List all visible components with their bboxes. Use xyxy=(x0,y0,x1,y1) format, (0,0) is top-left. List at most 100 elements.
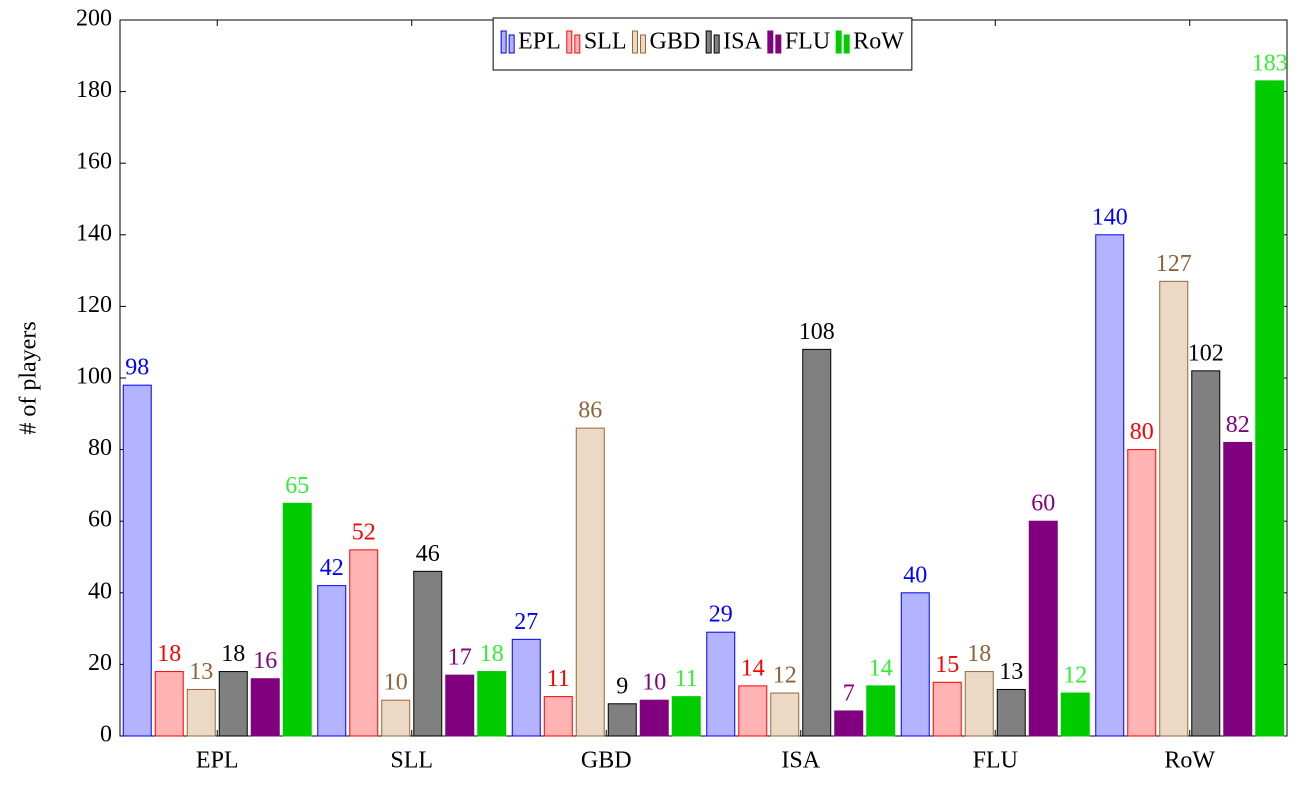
bar xyxy=(1127,449,1157,737)
legend-label: RoW xyxy=(853,29,904,55)
data-label: 29 xyxy=(709,602,733,628)
legend-swatch xyxy=(631,30,638,54)
bar xyxy=(802,348,832,737)
data-label: 46 xyxy=(416,541,440,567)
y-tick-label: 180 xyxy=(76,77,112,103)
legend-swatch xyxy=(835,30,842,54)
bar xyxy=(1028,520,1058,737)
bar xyxy=(575,427,605,737)
legend-swatch xyxy=(843,34,850,54)
data-label: 102 xyxy=(1188,340,1224,366)
data-label: 140 xyxy=(1092,204,1128,230)
legend-label: FLU xyxy=(785,29,830,55)
data-label: 13 xyxy=(189,659,213,685)
y-tick-label: 20 xyxy=(88,650,112,676)
bar xyxy=(866,685,896,737)
bar xyxy=(282,502,312,737)
bar xyxy=(186,688,216,737)
data-label: 18 xyxy=(480,641,504,667)
data-label: 40 xyxy=(903,562,927,588)
legend-label: ISA xyxy=(723,29,762,55)
y-tick-label: 60 xyxy=(88,507,112,533)
bar xyxy=(1191,370,1221,737)
data-label: 98 xyxy=(125,355,149,381)
y-tick-label: 80 xyxy=(88,435,112,461)
x-tick-label: EPL xyxy=(196,748,239,774)
bar xyxy=(1159,280,1189,737)
data-label: 18 xyxy=(221,641,245,667)
x-tick-label: RoW xyxy=(1164,748,1215,774)
bar xyxy=(511,638,541,737)
y-tick-label: 100 xyxy=(76,364,112,390)
legend-swatch xyxy=(574,34,581,54)
legend-swatch xyxy=(508,34,515,54)
bar xyxy=(349,549,379,737)
x-tick-label: SLL xyxy=(390,748,433,774)
data-label: 13 xyxy=(999,659,1023,685)
bar xyxy=(218,671,248,737)
data-label: 11 xyxy=(675,666,698,692)
data-label: 16 xyxy=(253,648,277,674)
data-label: 10 xyxy=(384,670,408,696)
bar xyxy=(154,671,184,737)
y-tick-label: 140 xyxy=(76,220,112,246)
data-label: 15 xyxy=(935,652,959,678)
data-label: 183 xyxy=(1252,50,1288,76)
data-label: 80 xyxy=(1130,419,1154,445)
data-label: 86 xyxy=(578,398,602,424)
legend: EPL SLL GBD ISA FLU RoW xyxy=(492,17,913,71)
bar xyxy=(1095,234,1125,737)
bar xyxy=(738,685,768,737)
bar xyxy=(1255,80,1285,737)
bar xyxy=(543,696,573,737)
bar xyxy=(706,631,736,737)
legend-swatch xyxy=(713,34,720,54)
bar xyxy=(477,671,507,737)
data-label: 12 xyxy=(1063,663,1087,689)
data-label: 60 xyxy=(1031,491,1055,517)
bar xyxy=(250,678,280,737)
data-label: 10 xyxy=(642,670,666,696)
bar xyxy=(996,688,1026,737)
data-label: 42 xyxy=(320,555,344,581)
data-label: 12 xyxy=(773,663,797,689)
bar xyxy=(607,703,637,737)
legend-label: EPL xyxy=(518,29,561,55)
bar xyxy=(1223,441,1253,737)
y-tick-label: 120 xyxy=(76,292,112,318)
legend-box xyxy=(492,17,913,71)
data-label: 82 xyxy=(1226,412,1250,438)
bar xyxy=(932,681,962,737)
legend-label: SLL xyxy=(584,29,627,55)
x-tick-label: ISA xyxy=(781,748,820,774)
y-tick-label: 160 xyxy=(76,149,112,175)
bar xyxy=(770,692,800,737)
bar xyxy=(639,699,669,737)
data-label: 7 xyxy=(843,680,855,706)
data-label: 108 xyxy=(799,319,835,345)
y-tick-label: 40 xyxy=(88,578,112,604)
bar xyxy=(317,585,347,737)
bar xyxy=(413,570,443,737)
x-tick-label: FLU xyxy=(973,748,1018,774)
bar xyxy=(834,710,864,737)
data-label: 18 xyxy=(157,641,181,667)
legend-swatch xyxy=(705,30,712,54)
y-axis-label: # of players xyxy=(16,321,42,434)
bar xyxy=(900,592,930,737)
bar xyxy=(445,674,475,737)
bar xyxy=(1060,692,1090,737)
bar xyxy=(964,671,994,737)
data-label: 14 xyxy=(741,655,765,681)
legend-swatch xyxy=(566,30,573,54)
data-label: 27 xyxy=(514,609,538,635)
legend-label: GBD xyxy=(649,29,700,55)
bar xyxy=(381,699,411,737)
data-label: 17 xyxy=(448,645,472,671)
data-label: 127 xyxy=(1156,251,1192,277)
data-label: 18 xyxy=(967,641,991,667)
bar xyxy=(671,696,701,737)
legend-swatch xyxy=(767,30,774,54)
